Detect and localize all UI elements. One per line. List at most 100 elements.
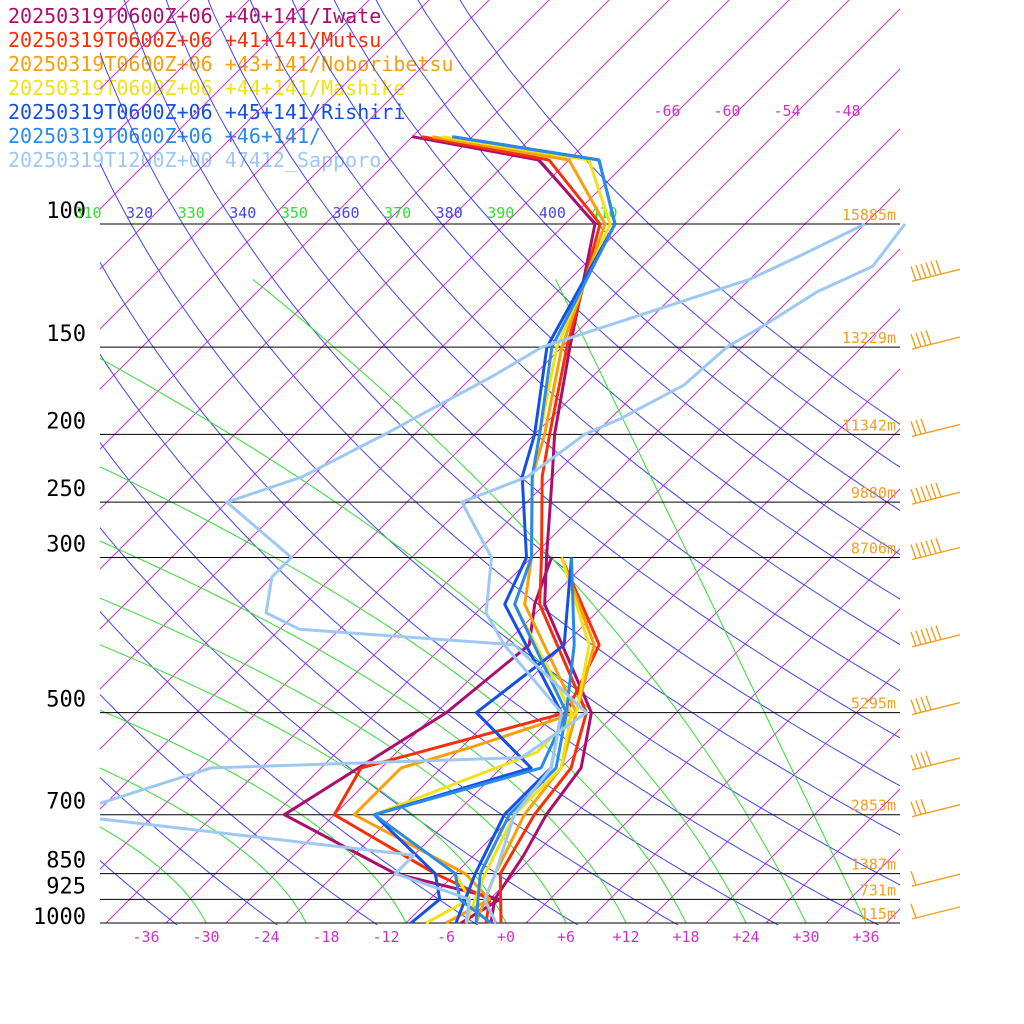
isotherm-line bbox=[225, 248, 900, 924]
pressure-label: 150 bbox=[46, 322, 86, 347]
wind-barb-flag bbox=[915, 332, 922, 348]
pressure-label: 100 bbox=[46, 199, 86, 224]
theta-label: 320 bbox=[126, 204, 153, 222]
wind-barb-flag bbox=[910, 903, 917, 919]
isotherm-line bbox=[1006, 0, 1024, 923]
isotherm-line bbox=[0, 0, 150, 923]
wind-barb bbox=[911, 701, 961, 716]
wind-barb-flag bbox=[910, 631, 917, 647]
pressure-label: 250 bbox=[46, 477, 86, 502]
dry-adiabat-line bbox=[417, 0, 900, 468]
dry-adiabat-line bbox=[100, 441, 679, 925]
moist-adiabat-line bbox=[100, 466, 687, 924]
dry-adiabat-line bbox=[249, 0, 900, 646]
wind-barb-flag bbox=[910, 870, 917, 886]
temp-tick-label: +0 bbox=[497, 928, 515, 946]
temp-tick-label: +18 bbox=[672, 928, 699, 946]
wind-barb-flag bbox=[930, 626, 937, 642]
wind-barb-flag bbox=[925, 750, 932, 766]
isotherm-line bbox=[100, 0, 670, 570]
wind-barb-flag bbox=[915, 753, 922, 768]
temp-tick-label: -6 bbox=[437, 928, 455, 946]
height-label: 15885m bbox=[842, 206, 896, 224]
temp-tick-label: +6 bbox=[557, 928, 575, 946]
temp-tick-label: +36 bbox=[852, 928, 879, 946]
wind-barb-flag bbox=[910, 801, 917, 816]
dry-adiabat-line bbox=[100, 693, 379, 925]
wind-barb-flag bbox=[915, 698, 922, 713]
pressure-label: 1000 bbox=[33, 905, 86, 930]
wind-barb-flag bbox=[920, 331, 927, 346]
wind-barb-flag bbox=[920, 629, 927, 644]
wind-barb-flag bbox=[920, 486, 927, 501]
isotherm-line bbox=[100, 0, 490, 390]
moist-adiabat-line bbox=[100, 767, 307, 924]
moist-adiabat-line bbox=[100, 709, 407, 924]
legend-entry: 20250319T1200Z+00 47412_Sapporo bbox=[8, 148, 382, 172]
dry-adiabat-line bbox=[333, 0, 900, 556]
wind-barb bbox=[911, 906, 961, 920]
top-temp-label: -60 bbox=[713, 102, 740, 120]
wind-barb bbox=[911, 423, 961, 438]
moist-adiabat-line bbox=[100, 826, 207, 924]
wind-barb-flag bbox=[925, 262, 932, 277]
isotherm-line bbox=[705, 728, 900, 924]
dry-adiabat-line bbox=[123, 0, 900, 787]
isotherm-line bbox=[100, 0, 430, 330]
wind-barb bbox=[911, 804, 961, 818]
wind-barb-flag bbox=[925, 695, 932, 711]
legend-entry: 20250319T0600Z+06 +40+141/Iwate bbox=[8, 4, 382, 28]
temp-tick-label: +12 bbox=[612, 928, 639, 946]
sounding-lines bbox=[100, 135, 907, 925]
isotherm-line bbox=[885, 908, 900, 924]
height-label: 9880m bbox=[851, 484, 896, 502]
wind-barb-flag bbox=[915, 487, 922, 503]
top-temp-label: -48 bbox=[833, 102, 860, 120]
isotherm-line bbox=[405, 428, 900, 924]
isotherm-line bbox=[100, 0, 790, 690]
wind-barb-flag bbox=[930, 539, 937, 554]
moist-adiabat-line bbox=[100, 357, 747, 924]
wind-barb-flag bbox=[920, 752, 927, 767]
legend-entry: 20250319T0600Z+06 +41+141/Mutsu bbox=[8, 28, 382, 52]
temp-tick-label: -12 bbox=[372, 928, 399, 946]
wind-barb-flag bbox=[920, 798, 927, 814]
moist-adiabat-line bbox=[555, 279, 867, 924]
temp-tick-label: +30 bbox=[792, 928, 819, 946]
wind-barb-flag bbox=[910, 266, 917, 281]
dry-adiabat-line bbox=[375, 0, 900, 512]
temperature-line bbox=[422, 135, 602, 924]
height-label: 8706m bbox=[851, 540, 896, 558]
pressure-label: 925 bbox=[46, 874, 86, 899]
wind-barb-flag bbox=[920, 263, 927, 279]
dry-adiabat-line bbox=[100, 526, 579, 925]
temp-tick-label: -18 bbox=[312, 928, 339, 946]
isotherm-line bbox=[100, 0, 550, 450]
isotherm-line bbox=[525, 548, 900, 924]
theta-label: 380 bbox=[436, 204, 463, 222]
isotherm-line bbox=[100, 0, 190, 90]
theta-label: 330 bbox=[178, 204, 205, 222]
temp-tick-label: -36 bbox=[132, 928, 159, 946]
isotherm-line bbox=[645, 668, 900, 924]
dewpoint-line bbox=[352, 556, 596, 925]
wind-barb-flag bbox=[935, 259, 942, 275]
theta-label: 310 bbox=[74, 204, 101, 222]
moist-adiabat-line bbox=[100, 644, 507, 924]
wind-barb-flag bbox=[910, 488, 917, 504]
pressure-label: 300 bbox=[46, 533, 86, 558]
wind-barb bbox=[911, 336, 961, 350]
theta-label: 340 bbox=[229, 204, 256, 222]
theta-label: 400 bbox=[539, 204, 566, 222]
pressure-label: 500 bbox=[46, 688, 86, 713]
wind-barb-flag bbox=[915, 264, 922, 280]
height-label: 11342m bbox=[842, 416, 896, 434]
isotherm-line bbox=[465, 488, 900, 924]
isotherm-line bbox=[946, 0, 1024, 923]
isotherm-line bbox=[100, 0, 250, 150]
height-label: 5295m bbox=[851, 695, 896, 713]
moist-adiabat-line bbox=[100, 597, 567, 924]
theta-label: 370 bbox=[384, 204, 411, 222]
temp-tick-label: -24 bbox=[252, 928, 279, 946]
